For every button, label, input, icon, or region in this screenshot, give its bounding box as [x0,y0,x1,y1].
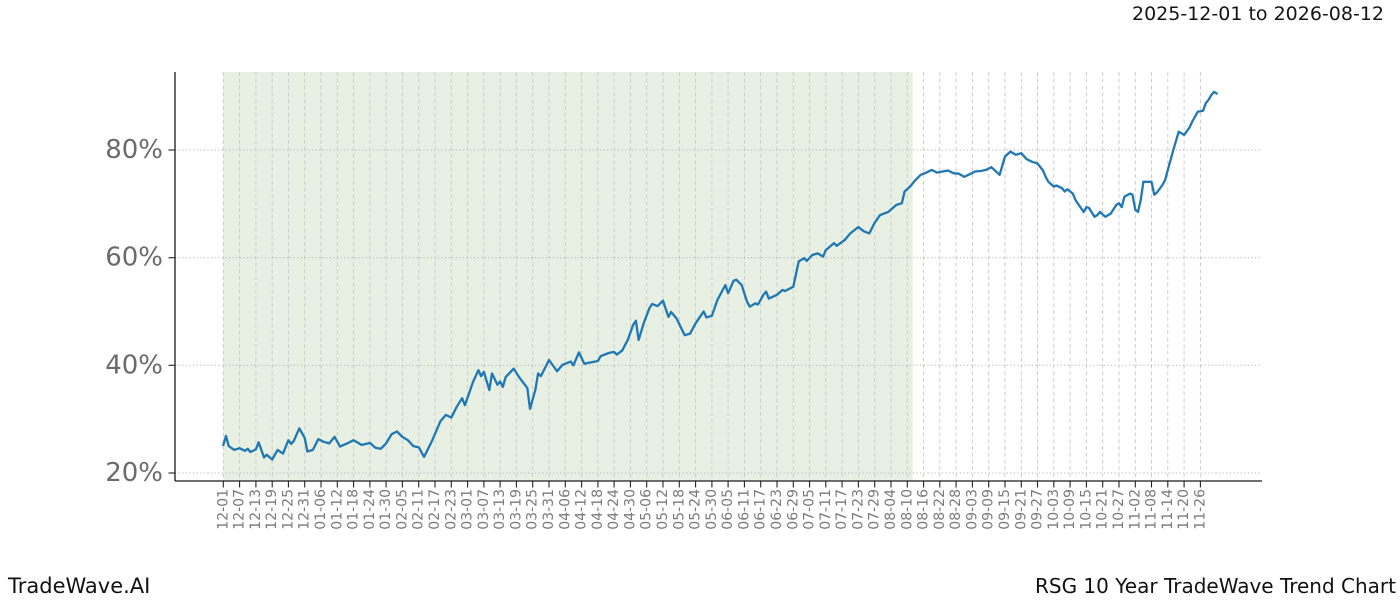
x-tick-label: 01-24 [362,489,378,530]
x-tick-label: 08-28 [948,489,964,530]
x-tick-labels: 12-01 12-07 12-13 12-19 12-25 12-31 01-06 01-12… [215,489,1208,530]
x-tick-label: 12-01 [215,489,231,530]
x-tick-label: 03-25 [525,489,541,530]
x-tick-label: 09-15 [997,489,1013,530]
y-tick-label: 20% [105,458,163,488]
x-tick-label: 03-01 [460,489,476,530]
x-tick-label: 09-09 [981,489,997,530]
x-tick-label: 09-03 [964,489,980,530]
x-tick-label: 02-17 [427,489,443,530]
x-tick-label: 05-12 [655,489,671,530]
x-tick-label: 04-06 [557,489,573,530]
x-tick-label: 05-06 [639,489,655,530]
x-tick-label: 11-02 [1127,489,1143,530]
date-range-title: 2025-12-01 to 2026-08-12 [1132,3,1384,25]
x-tick-label: 01-30 [378,489,394,530]
x-tick-label: 03-31 [541,489,557,530]
x-tick-label: 11-08 [1144,489,1160,530]
x-tick-label: 06-05 [720,489,736,530]
x-tick-label: 06-23 [769,489,785,530]
shaded-history-region [223,72,913,481]
trend-chart: 12-01 12-07 12-13 12-19 12-25 12-31 01-06 01-12… [105,72,1262,530]
x-gridlines [222,72,1201,481]
x-tick-marks [222,481,1201,488]
y-tick-label: 60% [105,243,163,273]
x-tick-label: 07-17 [834,489,850,530]
x-tick-label: 08-10 [899,489,915,530]
y-tick-label: 80% [105,135,163,165]
x-tick-label: 03-19 [508,489,524,530]
x-tick-label: 05-30 [704,489,720,530]
x-tick-label: 07-11 [818,489,834,530]
x-tick-label: 01-18 [346,489,362,530]
x-tick-label: 02-05 [394,489,410,530]
x-tick-label: 07-05 [802,489,818,530]
x-tick-label: 04-24 [606,489,622,530]
x-tick-label: 09-27 [1030,489,1046,530]
x-tick-label: 10-21 [1095,489,1111,530]
y-tick-label: 40% [105,350,163,380]
x-tick-label: 11-14 [1160,489,1176,530]
y-tick-marks [168,149,175,474]
trend-line [222,90,1218,461]
x-tick-label: 05-24 [688,489,704,530]
x-tick-label: 08-04 [883,489,899,530]
x-tick-label: 10-15 [1078,489,1094,530]
x-tick-label: 08-16 [916,489,932,530]
y-gridlines [175,149,1262,474]
x-tick-label: 02-23 [443,489,459,530]
x-tick-label: 12-13 [248,489,264,530]
x-tick-label: 06-17 [753,489,769,530]
x-tick-label: 08-22 [932,489,948,530]
x-tick-label: 07-29 [867,489,883,530]
x-tick-label: 05-18 [671,489,687,530]
x-tick-label: 04-30 [622,489,638,530]
x-tick-label: 11-26 [1192,489,1208,530]
x-tick-label: 01-06 [313,489,329,530]
x-tick-label: 11-20 [1176,489,1192,530]
x-tick-label: 12-19 [264,489,280,530]
x-tick-label: 04-12 [574,489,590,530]
x-tick-label: 12-25 [280,489,296,530]
brand-label: TradeWave.AI [8,574,151,598]
x-tick-label: 10-09 [1062,489,1078,530]
x-tick-label: 06-29 [785,489,801,530]
x-tick-label: 03-07 [476,489,492,530]
x-tick-label: 02-11 [411,489,427,530]
x-tick-label: 12-07 [232,489,248,530]
chart-title: RSG 10 Year TradeWave Trend Chart [1034,574,1396,598]
x-tick-label: 07-23 [850,489,866,530]
x-tick-label: 09-21 [1013,489,1029,530]
footer: TradeWave.AI RSG 10 Year TradeWave Trend… [0,568,1400,598]
x-tick-label: 10-27 [1111,489,1127,530]
x-tick-label: 12-31 [297,489,313,530]
x-tick-label: 04-18 [590,489,606,530]
x-tick-label: 06-11 [736,489,752,530]
x-tick-label: 03-13 [492,489,508,530]
axis-spines [174,72,1262,482]
x-tick-label: 01-12 [329,489,345,530]
y-tick-labels: 20% 40% 60% 80% [105,135,163,488]
x-tick-label: 10-03 [1046,489,1062,530]
